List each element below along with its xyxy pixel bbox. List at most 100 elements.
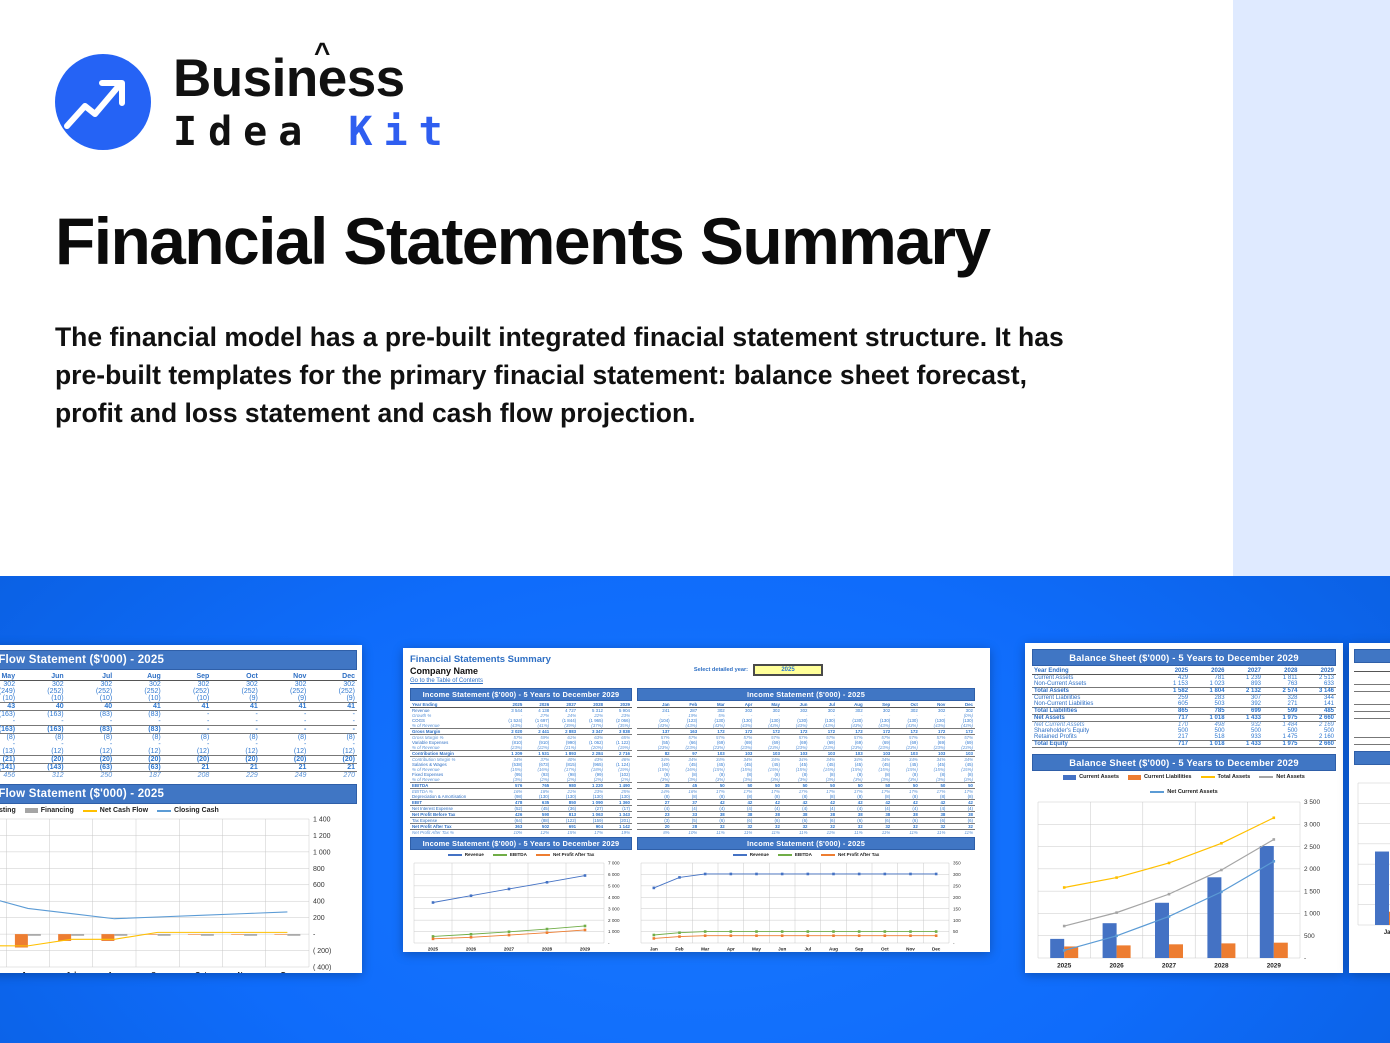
table-cell: 42 [837, 799, 865, 806]
table-cell: (55) [661, 740, 670, 745]
row-label [637, 811, 645, 818]
table-cell: 57% [826, 735, 836, 740]
table-cell: (12) [245, 748, 258, 755]
table-cell: Jul [65, 673, 115, 681]
table-cell: (4) [940, 806, 946, 811]
table-cell: 15% [567, 830, 577, 835]
table-cell: 717 [1153, 714, 1191, 722]
table-cell: 2027 [1226, 668, 1264, 675]
svg-text:500: 500 [1304, 933, 1315, 940]
legend-label: Investing [0, 807, 16, 814]
balance-sheet-monthly-screenshot[interactable]: Jan1 1741241 297936927865121 08150012512… [1349, 643, 1390, 973]
table-cell: (69) [772, 740, 780, 745]
svg-text:2027: 2027 [504, 947, 515, 952]
table-cell: 141 [1323, 701, 1334, 707]
table-cell: (43%) [713, 723, 725, 728]
table-cell: (965) [592, 762, 604, 767]
table-cell: (130) [714, 718, 725, 723]
table-row: (40) (45) (45) (45) (45) (45) (45) (45) (45) (45)… [637, 762, 975, 767]
table-cell: 249 [294, 772, 307, 779]
svg-text:1 000: 1 000 [1304, 911, 1320, 918]
table-cell: - [206, 741, 210, 748]
table-cell: (4) [719, 806, 725, 811]
table-cell: (39%) [564, 723, 577, 728]
table-cell: (69) [799, 740, 808, 745]
svg-text:200: 200 [953, 895, 961, 900]
table-cell: - [211, 725, 260, 734]
table-cell: 785 [1190, 707, 1227, 715]
table-cell: - [308, 725, 357, 734]
table-cell: (3) [664, 818, 670, 823]
svg-text:2026: 2026 [466, 947, 477, 952]
table-cell: (23%) [657, 745, 670, 750]
table-cell: (130) [619, 794, 630, 799]
table-cell: (45) [827, 762, 836, 767]
table-row: 34% 34% 34% 34% 34% 34% 34% 34% 34% 34% 34% 34% [637, 757, 975, 762]
table-cell: (4) [664, 806, 670, 811]
table-cell: (3%) [880, 777, 891, 782]
table-cell: (1 965) [589, 718, 604, 723]
table-cell: (810) [512, 740, 523, 745]
row-label: Variable Expenses [412, 740, 449, 745]
table-cell: - [861, 713, 863, 718]
cash-flow-screenshot[interactable]: Cash Flow Statement ($'000) - 2025 MayJu… [0, 645, 362, 973]
table-cell: 229 [246, 772, 258, 779]
table-of-contents-link[interactable]: Go to the Table of Contents [410, 678, 483, 684]
table-cell: (12) [51, 748, 64, 755]
table-cell: (4) [829, 806, 836, 811]
table-cell: 217 [1178, 734, 1189, 740]
income-monthly-title: Income Statement ($'000) - 2025 [637, 688, 975, 701]
table-cell: (1 524) [508, 718, 523, 723]
table-cell: (45) [854, 762, 863, 767]
svg-text:2 000: 2 000 [608, 918, 620, 923]
table-cell: (6) [802, 818, 808, 823]
table-cell: 34% [715, 757, 725, 762]
table-cell: 163 [671, 728, 700, 735]
svg-text:6 000: 6 000 [608, 872, 620, 877]
table-cell: (130) [592, 794, 604, 799]
table-cell: 4 727 [565, 708, 577, 713]
table-cell: (159) [592, 818, 604, 823]
row-label: Gross Margin % [412, 735, 444, 740]
table-cell: 40% [567, 757, 577, 762]
table-cell: 103 [781, 750, 810, 757]
balance-sheet-screenshot[interactable]: Balance Sheet ($'000) - 5 Years to Decem… [1025, 643, 1343, 973]
table-cell: (252) [47, 688, 64, 695]
table-cell: 691 [551, 823, 579, 830]
table-cell: (9) [346, 695, 355, 702]
table-cell: 786 [1354, 704, 1390, 712]
year-selector-input[interactable]: 2025 [753, 664, 823, 676]
table-cell: 500 [1287, 728, 1298, 734]
table-cell: 302 [246, 681, 258, 688]
table-cell: (15%) [795, 767, 808, 772]
table-cell: 2 574 [1263, 687, 1300, 695]
table-cell: 137 [644, 728, 672, 735]
legend-swatch [24, 808, 38, 813]
row-label: Current Liabilities [1034, 695, 1081, 701]
table-cell: 11% [799, 830, 808, 835]
income-statement-screenshot[interactable]: Financial Statements Summary Company Nam… [403, 648, 990, 952]
table-row: Retained Profits 217 518 933 1 475 2 160 [1032, 734, 1336, 741]
table-cell: 34% [798, 757, 808, 762]
table-cell: 328 [1287, 695, 1298, 701]
table-cell: (3%) [660, 777, 670, 782]
legend-item: Net Assets [1259, 774, 1305, 780]
table-row: (55) (66) (69) (69) (69) (69) (69) (69) (69) (69)… [637, 740, 975, 745]
table-cell: 32 [837, 823, 865, 830]
legend-item: EBITDA [777, 852, 812, 857]
table-row: % of Revenue (23%) (22%) (21%) (20%) (19%) [410, 745, 632, 751]
table-row: Net Profit After Tax 363 502 691 904 1 142 [410, 823, 632, 830]
table-row: 8% 10% 11% 11% 11% 11% 11% 11% 11% 11% 11% 11% [637, 830, 975, 835]
svg-text:150: 150 [953, 906, 961, 911]
table-cell: 512 [1354, 711, 1390, 719]
table-cell: - [61, 718, 64, 725]
table-cell: (45) [689, 762, 698, 767]
table-row: (4) (4) (4) (4) (4) (4) (4) (4) (4) (4) (4) (4) [637, 806, 975, 812]
table-row: 82 97 103 103 103 103 103 103 103 103 103 103 [637, 750, 975, 757]
table-cell: (10) [148, 695, 161, 702]
table-cell: (3%) [798, 777, 808, 782]
table-cell: Sep [162, 673, 212, 681]
table-cell: (8) [200, 734, 210, 741]
table-cell: 34% [771, 757, 780, 762]
table-cell: (99) [595, 772, 604, 777]
